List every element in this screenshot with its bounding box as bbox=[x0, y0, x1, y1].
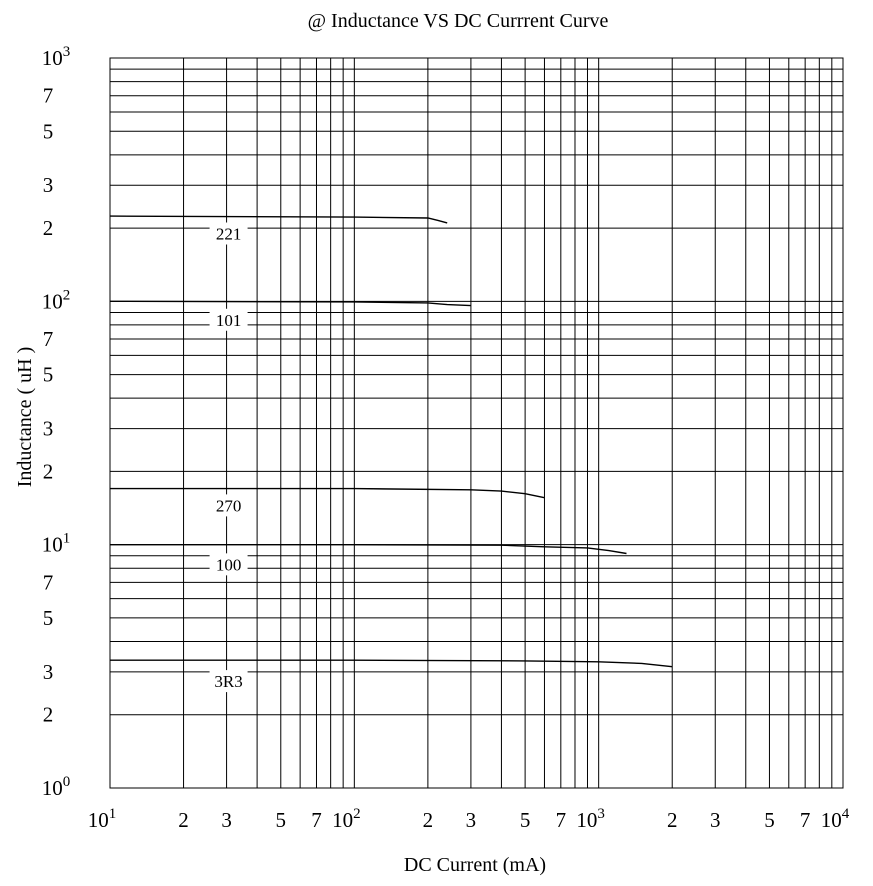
y-tick-label: 102 bbox=[42, 287, 71, 313]
series-line-3r3 bbox=[110, 659, 673, 668]
series-lines bbox=[109, 215, 673, 668]
y-tick-label: 103 bbox=[42, 44, 71, 70]
y-tick-label: 5 bbox=[43, 606, 54, 630]
series-label-270: 270 bbox=[216, 496, 242, 515]
x-tick-label: 5 bbox=[276, 808, 287, 832]
y-tick-label: 101 bbox=[42, 531, 71, 557]
x-tick-label: 3 bbox=[710, 808, 721, 832]
x-axis-ticks: 101 2 3 5 7 102 2 3 5 7 103 2 3 5 7 104 bbox=[88, 806, 850, 832]
y-tick-label: 7 bbox=[43, 84, 54, 108]
y-tick-label: 3 bbox=[43, 173, 54, 197]
series-label-background bbox=[209, 222, 248, 245]
series-line-221 bbox=[109, 215, 448, 224]
x-tick-label: 2 bbox=[667, 808, 678, 832]
y-tick-label: 2 bbox=[43, 216, 54, 240]
y-tick-label: 2 bbox=[43, 703, 54, 727]
x-tick-label: 103 bbox=[576, 806, 605, 832]
x-tick-label: 3 bbox=[466, 808, 477, 832]
series-label-background bbox=[209, 494, 248, 517]
x-tick-label: 2 bbox=[178, 808, 189, 832]
grid bbox=[109, 58, 843, 789]
x-tick-label: 102 bbox=[332, 806, 361, 832]
series-label-background bbox=[209, 553, 248, 576]
plot-frame bbox=[109, 57, 844, 789]
x-tick-label: 3 bbox=[221, 808, 232, 832]
series-label-221: 221 bbox=[216, 225, 242, 244]
series-line-101 bbox=[109, 300, 471, 307]
y-tick-label: 100 bbox=[42, 774, 71, 800]
series-label-100: 100 bbox=[216, 555, 242, 574]
x-tick-label: 7 bbox=[556, 808, 567, 832]
y-tick-label: 3 bbox=[43, 660, 54, 684]
x-tick-label: 101 bbox=[88, 806, 117, 832]
y-axis-ticks: 100 2 3 5 7 101 2 3 5 7 102 2 3 5 7 103 bbox=[42, 44, 71, 800]
series-labels: 221 101 270 100 3R3 bbox=[209, 222, 248, 693]
x-axis-label: DC Current (mA) bbox=[404, 854, 546, 876]
y-tick-label: 3 bbox=[43, 417, 54, 441]
series-label-background bbox=[209, 670, 248, 693]
chart-title: @ Inductance VS DC Currrent Curve bbox=[308, 10, 609, 32]
x-tick-label: 7 bbox=[311, 808, 322, 832]
x-tick-label: 5 bbox=[764, 808, 775, 832]
series-label-101: 101 bbox=[216, 311, 242, 330]
x-tick-label: 2 bbox=[423, 808, 434, 832]
y-axis-label: Inductance ( uH ) bbox=[14, 347, 36, 488]
y-tick-label: 5 bbox=[43, 119, 54, 143]
x-tick-label: 7 bbox=[800, 808, 811, 832]
y-tick-label: 7 bbox=[43, 570, 54, 594]
series-label-background bbox=[209, 308, 248, 331]
y-tick-label: 2 bbox=[43, 459, 54, 483]
x-tick-label: 5 bbox=[520, 808, 531, 832]
series-line-100 bbox=[110, 544, 627, 555]
y-tick-label: 7 bbox=[43, 327, 54, 351]
x-tick-label: 104 bbox=[821, 806, 850, 832]
series-line-270 bbox=[110, 487, 545, 499]
y-tick-label: 5 bbox=[43, 363, 54, 387]
series-label-3r3: 3R3 bbox=[214, 672, 242, 691]
